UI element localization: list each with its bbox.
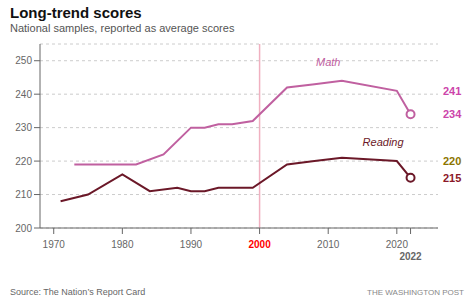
svg-text:230: 230 — [15, 122, 32, 133]
svg-text:210: 210 — [15, 189, 32, 200]
svg-text:1970: 1970 — [43, 239, 66, 250]
svg-text:220: 220 — [15, 156, 32, 167]
svg-text:1980: 1980 — [111, 239, 134, 250]
svg-text:234: 234 — [443, 108, 462, 120]
svg-text:240: 240 — [15, 89, 32, 100]
svg-text:2022: 2022 — [399, 251, 422, 262]
svg-text:200: 200 — [15, 223, 32, 234]
html-text:Long-trend scores: Long-trend scores — [10, 4, 142, 21]
svg-text:250: 250 — [15, 55, 32, 66]
svg-text:2020: 2020 — [386, 239, 409, 250]
html-text:THE WASHINGTON POST: THE WASHINGTON POST — [367, 288, 464, 297]
svg-text:1990: 1990 — [180, 239, 203, 250]
html-text:Source: The Nation’s Report Ca: Source: The Nation’s Report Card — [10, 287, 146, 297]
svg-text:Math: Math — [316, 56, 340, 68]
svg-text:241: 241 — [443, 85, 461, 97]
svg-text:2010: 2010 — [317, 239, 340, 250]
html-text:National samples, reported as: National samples, reported as average sc… — [10, 22, 235, 34]
svg-text:Reading: Reading — [363, 136, 405, 148]
svg-text:2000: 2000 — [248, 239, 271, 250]
svg-text:220: 220 — [443, 155, 461, 167]
svg-text:215: 215 — [443, 172, 461, 184]
